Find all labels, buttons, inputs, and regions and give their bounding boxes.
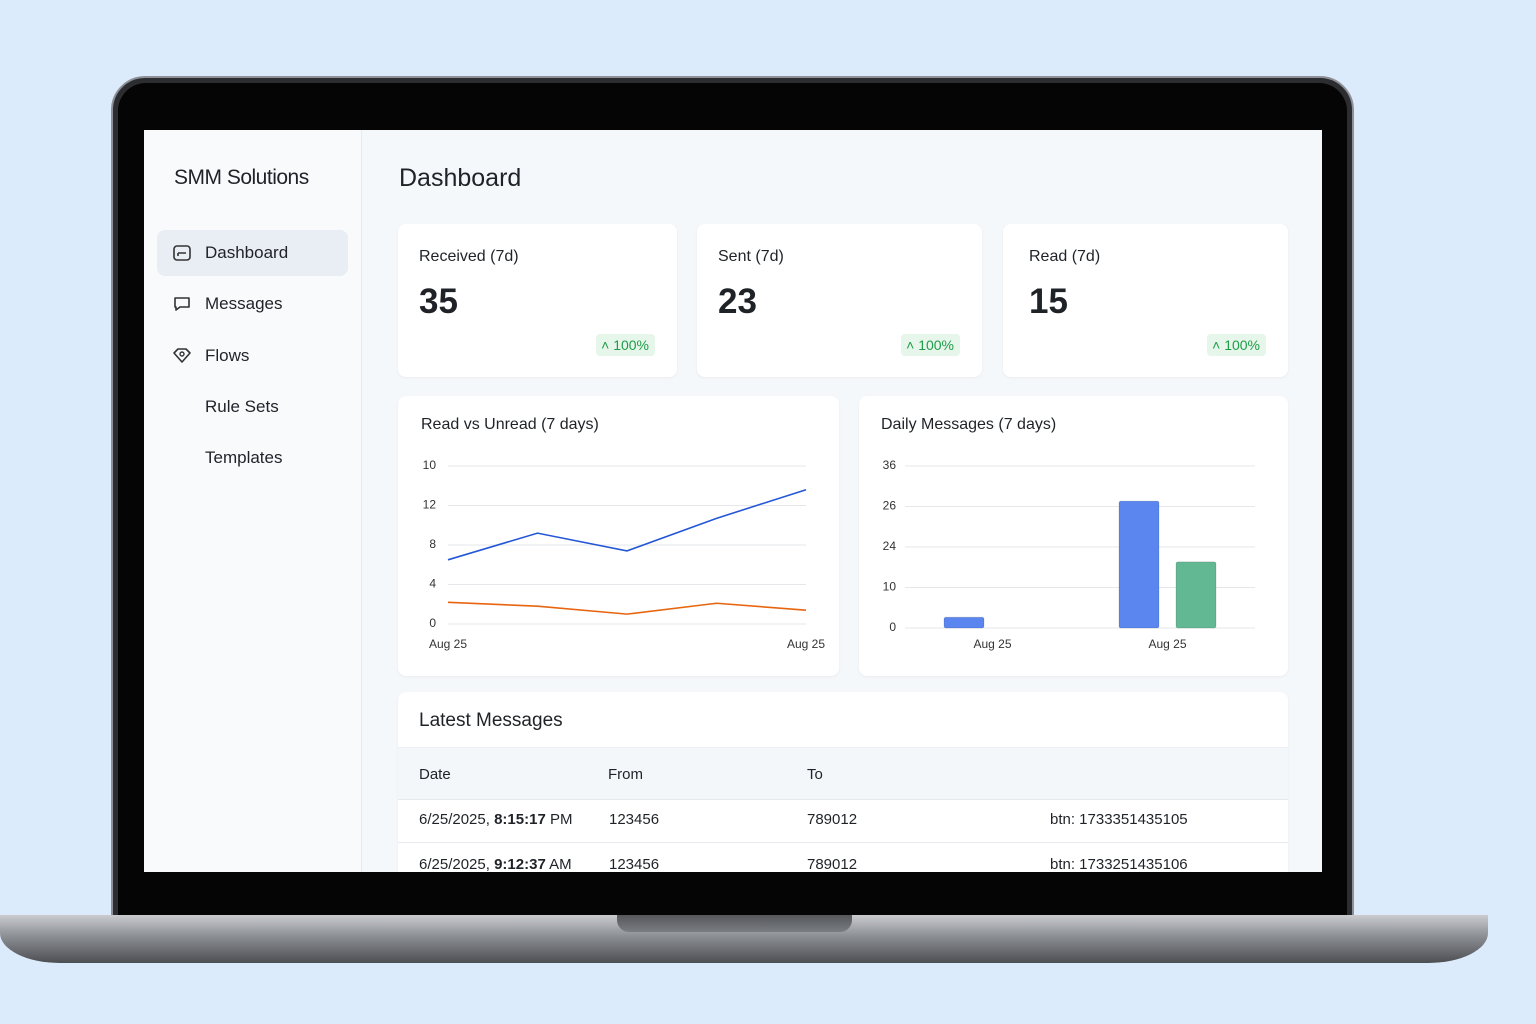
- stat-label: Read (7d): [1029, 248, 1101, 265]
- chart-card: Read vs Unread (7 days): [398, 396, 839, 676]
- time: 8:15:17: [494, 811, 546, 828]
- row-divider: [398, 842, 1288, 843]
- change-text: 100%: [918, 337, 954, 353]
- stat-value: 23: [718, 282, 757, 321]
- chart-card: Daily Messages (7 days): [859, 396, 1288, 676]
- nav-item[interactable]: Flows: [157, 333, 348, 379]
- x-tick-label: Aug 25: [429, 637, 467, 651]
- page-title: Dashboard: [399, 164, 522, 192]
- nav-item[interactable]: Templates: [157, 435, 348, 481]
- date-cell: 6/25/2025, 9:12:37 AM: [419, 856, 572, 872]
- bar: [943, 616, 985, 629]
- stat-change: ˄ 100%: [901, 334, 960, 356]
- nav-item[interactable]: Dashboard: [157, 230, 348, 276]
- icon: [173, 245, 191, 261]
- table-title: Latest Messages: [419, 710, 563, 731]
- period: PM: [549, 811, 573, 828]
- icon: [173, 348, 191, 363]
- line-series: [447, 601, 807, 615]
- change-text: 100%: [1224, 337, 1260, 353]
- y-tick-label: 10: [883, 580, 897, 594]
- to-cell: 789012: [807, 856, 858, 872]
- y-tick-label: 24: [883, 539, 897, 553]
- date: 6/25/2025,: [419, 856, 490, 872]
- table-card: Latest Messages Date From To 6/25/2025, …: [398, 692, 1288, 872]
- period: AM: [549, 856, 572, 872]
- sidebar: SMM Solutions Dashboard Messages Flows R…: [144, 130, 362, 872]
- x-tick-label: Aug 25: [1148, 637, 1186, 651]
- column-header: From: [608, 766, 643, 783]
- y-tick-label: 0: [429, 616, 436, 630]
- y-tick-label: 26: [883, 499, 897, 513]
- bar: [1118, 500, 1160, 629]
- change-text: 100%: [613, 337, 649, 353]
- nav-label: Templates: [205, 448, 283, 467]
- to-cell: 789012: [807, 811, 858, 828]
- time: 9:12:37: [494, 856, 546, 872]
- nav-item[interactable]: Messages: [157, 281, 348, 327]
- y-tick-label: 8: [429, 537, 436, 551]
- nav-item[interactable]: Rule Sets: [157, 384, 348, 430]
- date: 6/25/2025,: [419, 811, 490, 828]
- stat-value: 35: [419, 282, 458, 321]
- line-series: [447, 488, 807, 561]
- column-header: Date: [419, 766, 451, 783]
- nav-label: Dashboard: [205, 243, 289, 262]
- stat-card: Read (7d) 15 ˄ 100%: [1003, 224, 1288, 377]
- stat-change: ˄ 100%: [1207, 334, 1266, 356]
- x-tick-label: Aug 25: [787, 637, 825, 651]
- column-header: To: [807, 766, 823, 783]
- stat-change: ˄ 100%: [596, 334, 655, 356]
- y-tick-label: 0: [889, 620, 896, 634]
- y-tick-label: 10: [423, 458, 437, 472]
- nav-label: Messages: [205, 294, 283, 313]
- y-tick-label: 4: [429, 577, 436, 591]
- payload-cell: btn: 1733251435106: [1050, 856, 1188, 872]
- x-tick-label: Aug 25: [973, 637, 1011, 651]
- screen: SMM Solutions Dashboard Messages Flows R…: [144, 130, 1322, 872]
- payload-cell: btn: 1733351435105: [1050, 811, 1188, 828]
- bar: [1175, 561, 1217, 629]
- y-tick-label: 36: [883, 458, 897, 472]
- date-cell: 6/25/2025, 8:15:17 PM: [419, 811, 572, 828]
- icon: [174, 297, 190, 311]
- brand: SMM Solutions: [174, 166, 309, 189]
- from-cell: 123456: [609, 856, 660, 872]
- chart-title: Read vs Unread (7 days): [421, 416, 599, 433]
- chart-title: Daily Messages (7 days): [881, 416, 1057, 433]
- stat-value: 15: [1029, 282, 1068, 321]
- nav-label: Flows: [205, 346, 250, 365]
- y-tick-label: 12: [423, 498, 437, 512]
- stat-label: Received (7d): [419, 248, 519, 265]
- laptop-notch: [617, 915, 852, 932]
- stat-card: Sent (7d) 23 ˄ 100%: [697, 224, 982, 377]
- stat-label: Sent (7d): [718, 248, 784, 265]
- from-cell: 123456: [609, 811, 660, 828]
- stat-card: Received (7d) 35 ˄ 100%: [398, 224, 677, 377]
- nav-label: Rule Sets: [205, 397, 279, 416]
- table-header: Date From To: [398, 747, 1288, 800]
